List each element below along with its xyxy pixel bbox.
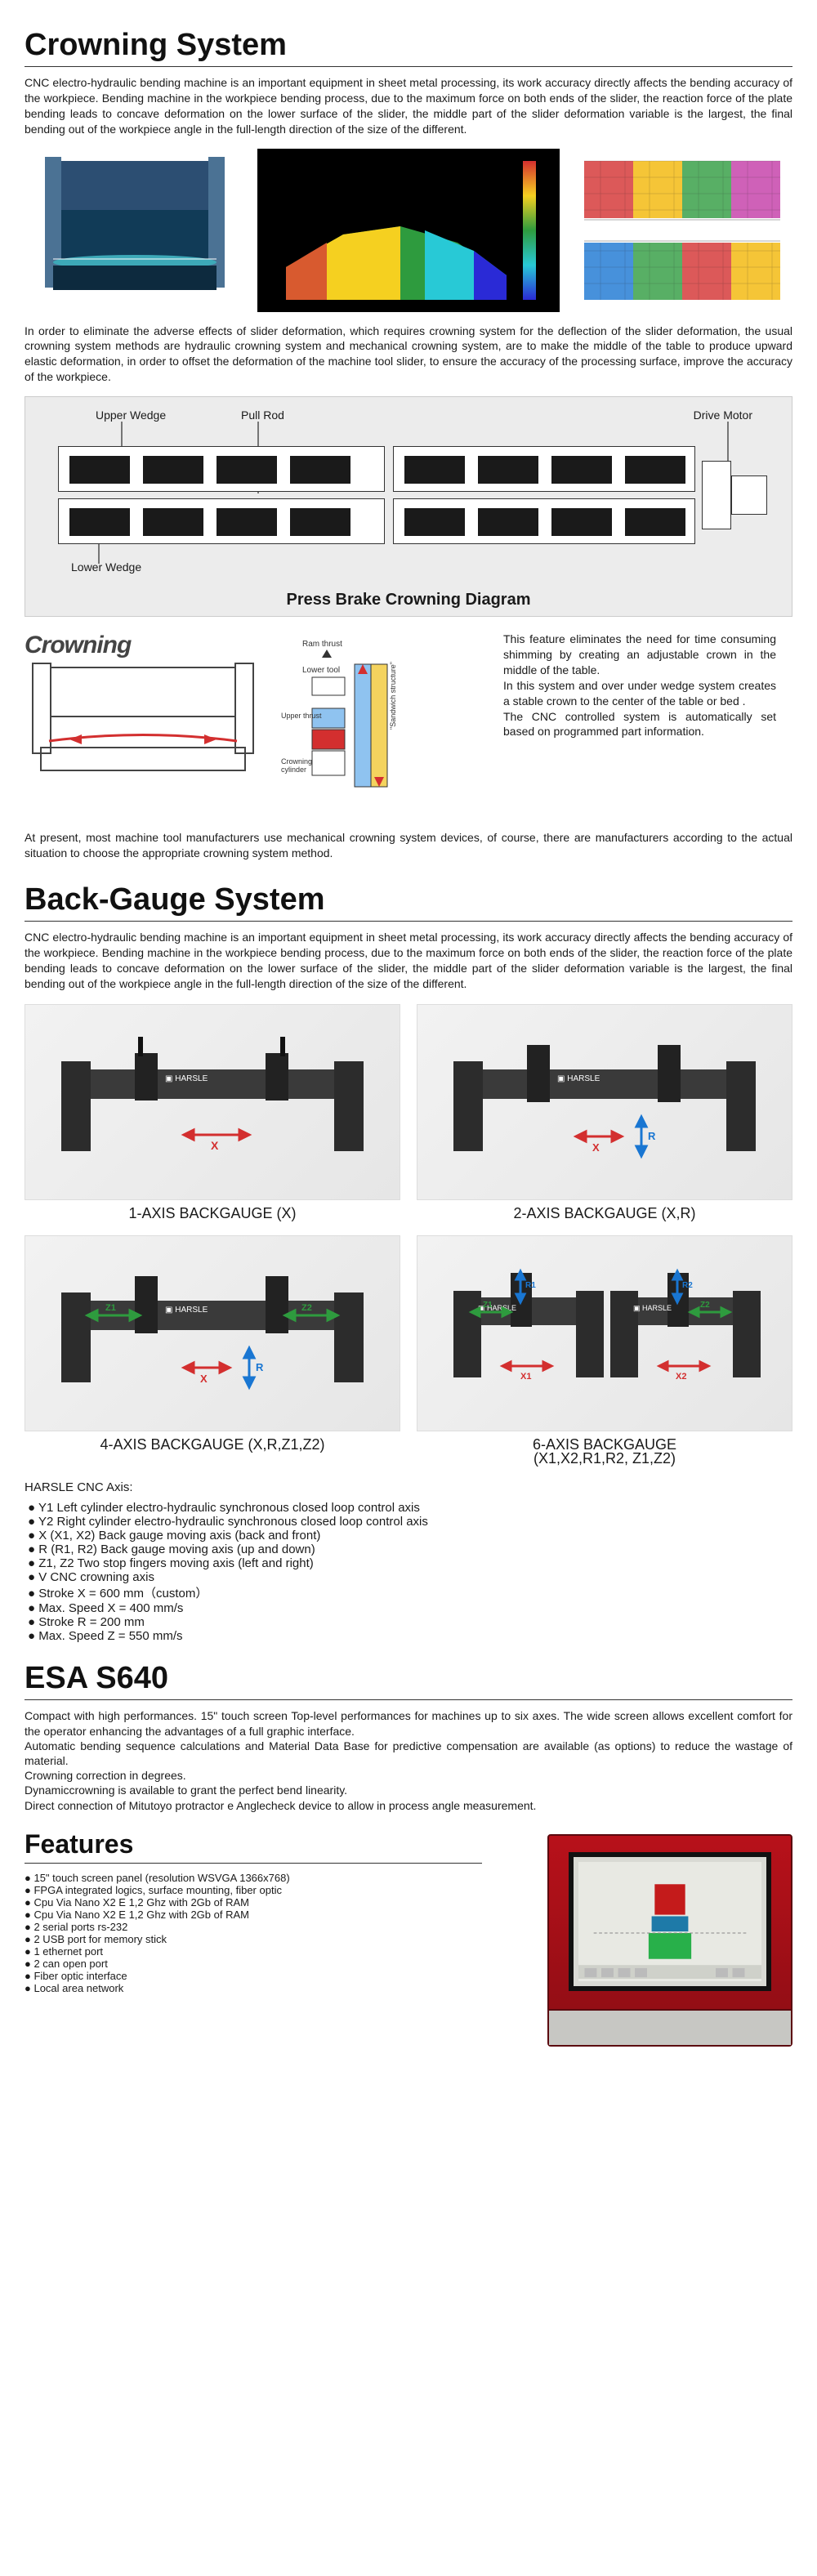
features-list-item: Local area network [25,1982,528,1994]
svg-text:X: X [200,1373,208,1385]
svg-text:Z1: Z1 [105,1303,116,1313]
axis-list-item: V CNC crowning axis [28,1570,792,1584]
crowning-p3: At present, most machine tool manufactur… [25,830,792,861]
crowning-image-row [25,149,792,312]
crowning-word: Crowning [25,632,261,659]
backgauge-caption-2: 2-AXIS BACKGAUGE (X,R) [417,1205,792,1222]
axis-list-item: Stroke X = 600 mm（custom） [28,1584,792,1601]
svg-text:Upper thrust: Upper thrust [281,712,322,720]
axis-list-item: X (X1, X2) Back gauge moving axis (back … [28,1529,792,1542]
crowning-side-images: Crowning Ram thrust Lower tool Upper thr… [25,632,482,815]
controller-image [547,1834,792,2047]
svg-text:▣ HARSLE: ▣ HARSLE [633,1304,672,1312]
wedge-cross-section-icon: Ram thrust Lower tool Upper thrust Crown… [278,632,441,811]
controller-screen [569,1852,771,1991]
divider [25,66,792,67]
divider [25,921,792,922]
svg-text:R: R [648,1130,656,1142]
svg-text:Z2: Z2 [301,1303,312,1313]
backgauge-title: Back-Gauge System [25,882,792,917]
crowning-p1: CNC electro-hydraulic bending machine is… [25,75,792,137]
crowning-title: Crowning System [25,28,792,63]
features-list-item: 15" touch screen panel (resolution WSVGA… [25,1872,528,1884]
features-list-item: FPGA integrated logics, surface mounting… [25,1884,528,1896]
side-p3: The CNC controlled system is automatical… [503,710,776,739]
side-p2: In this system and over under wedge syst… [503,679,776,708]
crowning-side-text: This feature eliminates the need for tim… [503,632,792,739]
backgauge-caption-4b: (X1,X2,R1,R2, Z1,Z2) [417,1450,792,1467]
axis-list-item: Z1, Z2 Two stop fingers moving axis (lef… [28,1556,792,1570]
backgauge-img-3: ▣ HARSLE Z1 Z2 X [25,1235,400,1431]
axis-list-item: Stroke R = 200 mm [28,1615,792,1629]
features-title: Features [25,1829,528,1859]
features-list-item: 2 can open port [25,1958,528,1970]
svg-text:▣ HARSLE: ▣ HARSLE [165,1306,208,1315]
esa-p2: Automatic bending sequence calculations … [25,1739,792,1767]
svg-text:"Sandwich structure": "Sandwich structure" [389,662,397,730]
esa-row: Features 15" touch screen panel (resolut… [25,1826,792,2047]
backgauge-row-2: ▣ HARSLE Z1 Z2 X [25,1235,792,1467]
features-list-item: 2 USB port for memory stick [25,1933,528,1945]
svg-text:Crowning: Crowning [281,757,312,766]
backgauge-item-4: ▣ HARSLE Z1 R1 X1 [417,1235,792,1467]
svg-text:Lower tool: Lower tool [302,666,340,675]
backgauge-row-1: ▣ HARSLE X 1-AXIS BACKGAUGE (X) ▣ [25,1004,792,1222]
crowning-img-mesh [573,149,792,312]
esa-p1: Compact with high performances. 15" touc… [25,1709,792,1737]
esa-title: ESA S640 [25,1661,792,1696]
backgauge-img-1: ▣ HARSLE X [25,1004,400,1200]
esa-p4: Dynamiccrowning is available to grant th… [25,1784,347,1797]
svg-text:Ram thrust: Ram thrust [302,640,342,649]
crowning-p2: In order to eliminate the adverse effect… [25,324,792,386]
svg-text:Z2: Z2 [700,1301,710,1310]
features-list-item: Cpu Via Nano X2 E 1,2 Ghz with 2Gb of RA… [25,1909,528,1921]
svg-text:R1: R1 [525,1281,536,1290]
svg-text:R2: R2 [682,1281,693,1290]
crowning-img-press [25,149,244,312]
backgauge-img-4: ▣ HARSLE Z1 R1 X1 [417,1235,792,1431]
divider [25,1699,792,1700]
backgauge-item-3: ▣ HARSLE Z1 Z2 X [25,1235,400,1467]
crowning-side-row: Crowning Ram thrust Lower tool Upper thr… [25,632,792,815]
esa-description: Compact with high performances. 15" touc… [25,1708,792,1812]
svg-text:cylinder: cylinder [281,766,306,774]
backgauge-caption-1: 1-AXIS BACKGAUGE (X) [25,1205,400,1222]
divider [25,1863,482,1864]
controller-base [549,2009,791,2045]
backgauge-p1: CNC electro-hydraulic bending machine is… [25,930,792,992]
svg-text:X1: X1 [520,1372,531,1382]
axis-list-item: Max. Speed Z = 550 mm/s [28,1629,792,1643]
svg-text:R: R [256,1361,264,1373]
axis-list-item: Max. Speed X = 400 mm/s [28,1601,792,1615]
crowning-img-fea [257,149,559,312]
axis-list: Y1 Left cylinder electro-hydraulic synch… [28,1501,792,1643]
svg-text:Z1: Z1 [483,1301,493,1310]
svg-text:▣ HARSLE: ▣ HARSLE [165,1074,208,1083]
esa-p5: Direct connection of Mitutoyo protractor… [25,1799,536,1812]
side-p1: This feature eliminates the need for tim… [503,632,776,676]
svg-text:▣ HARSLE: ▣ HARSLE [557,1074,600,1083]
features-list: 15" touch screen panel (resolution WSVGA… [25,1872,528,1994]
axis-list-item: Y2 Right cylinder electro-hydraulic sync… [28,1515,792,1529]
backgauge-item-2: ▣ HARSLE X R 2-AXIS BACKGAUGE (X,R) [417,1004,792,1222]
features-list-item: 1 ethernet port [25,1945,528,1958]
features-block: Features 15" touch screen panel (resolut… [25,1826,528,1994]
svg-text:X2: X2 [676,1372,686,1382]
backgauge-item-1: ▣ HARSLE X 1-AXIS BACKGAUGE (X) [25,1004,400,1222]
features-list-item: 2 serial ports rs-232 [25,1921,528,1933]
crowning-diagram: Upper Wedge Pull Rod Drive Motor Lower W… [25,396,792,617]
backgauge-img-2: ▣ HARSLE X R [417,1004,792,1200]
svg-text:X: X [211,1139,219,1152]
features-list-item: Cpu Via Nano X2 E 1,2 Ghz with 2Gb of RA… [25,1896,528,1909]
svg-text:X: X [592,1141,600,1154]
features-list-item: Fiber optic interface [25,1970,528,1982]
axis-title: HARSLE CNC Axis: [25,1480,792,1494]
press-brake-icon [25,659,261,782]
axis-list-item: Y1 Left cylinder electro-hydraulic synch… [28,1501,792,1515]
esa-p3: Crowning correction in degrees. [25,1769,186,1782]
diagram-title: Press Brake Crowning Diagram [25,591,792,609]
backgauge-caption-3: 4-AXIS BACKGAUGE (X,R,Z1,Z2) [25,1436,400,1453]
axis-list-item: R (R1, R2) Back gauge moving axis (up an… [28,1542,792,1556]
